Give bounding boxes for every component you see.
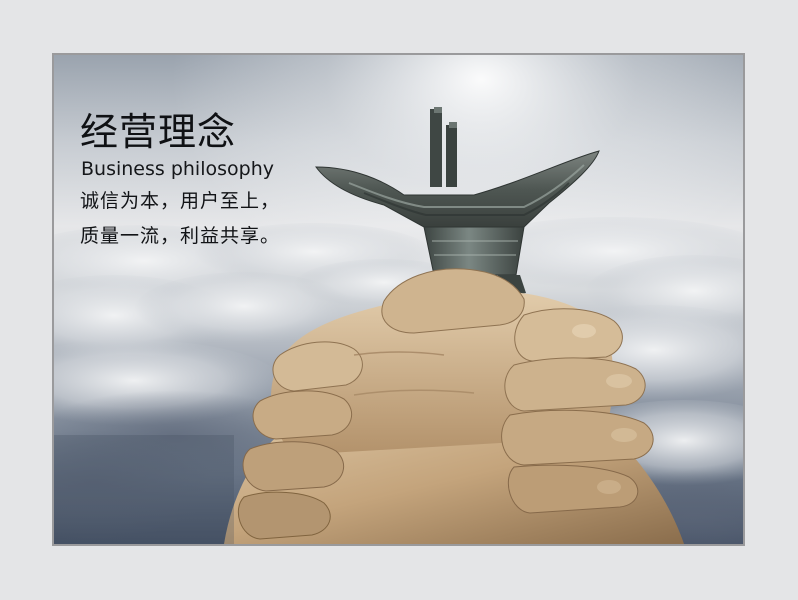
poster-title-english: Business philosophy [81,158,274,180]
slogan-line-1: 诚信为本，用户至上， [80,190,281,212]
poster-frame: 经营理念 Business philosophy 诚信为本，用户至上， 质量一流… [52,53,745,546]
poster-illustration [54,55,743,544]
slogan-line-2: 质量一流，利益共享。 [80,225,281,247]
poster-title-chinese: 经营理念 [80,110,237,154]
clasped-hands [224,268,684,544]
